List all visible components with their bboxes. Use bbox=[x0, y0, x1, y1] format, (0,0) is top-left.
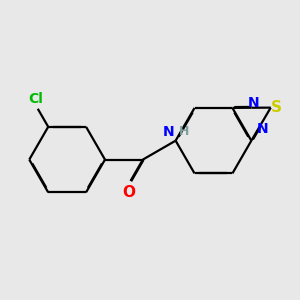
Text: N: N bbox=[247, 96, 259, 110]
Text: O: O bbox=[122, 185, 135, 200]
Text: N: N bbox=[257, 122, 269, 136]
Text: Cl: Cl bbox=[28, 92, 43, 106]
Text: N: N bbox=[163, 125, 175, 139]
Text: S: S bbox=[271, 100, 281, 115]
Text: H: H bbox=[179, 124, 189, 138]
